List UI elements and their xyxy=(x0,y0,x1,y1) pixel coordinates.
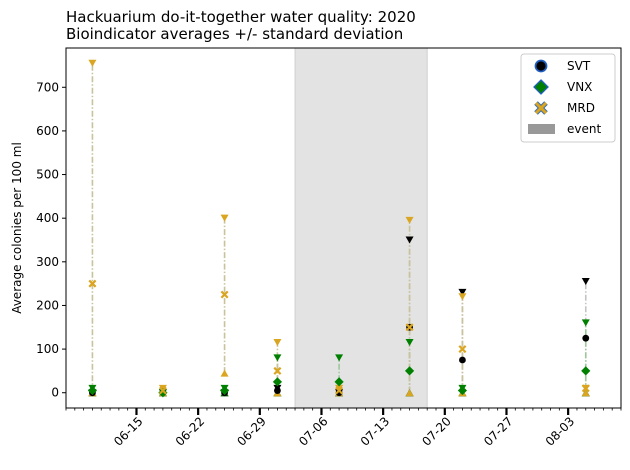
point-vnx-5 xyxy=(404,366,415,376)
point-mrd-4 xyxy=(335,386,344,395)
point-vnx-1 xyxy=(158,388,168,398)
chart-title: Hackuarium do-it-together water quality:… xyxy=(66,8,416,26)
x-tick-label: 07-06 xyxy=(296,414,331,449)
y-tick-label: 400 xyxy=(36,211,59,225)
point-svt-7 xyxy=(582,334,590,342)
y-tick-label: 700 xyxy=(36,80,59,94)
legend-marker-vnx xyxy=(533,79,549,95)
cap-high-vnx-3 xyxy=(273,354,282,362)
legend-item-mrd: MRD xyxy=(534,101,595,115)
point-vnx-2 xyxy=(219,385,230,396)
y-tick-label: 300 xyxy=(36,255,59,269)
point-mrd-5 xyxy=(405,323,414,332)
point-vnx-0 xyxy=(87,385,98,396)
legend-marker-svt xyxy=(534,59,548,73)
x-tick-label: 06-15 xyxy=(111,414,146,449)
point-mrd-2 xyxy=(220,290,229,299)
x-tick-label: 07-20 xyxy=(419,414,454,449)
x-tick-label: 08-03 xyxy=(543,414,578,449)
y-tick-label: 500 xyxy=(36,168,59,182)
point-mrd-1 xyxy=(158,386,167,395)
cap-high-mrd-4 xyxy=(335,384,344,392)
cap-low-mrd-5 xyxy=(405,389,414,397)
plot-frame xyxy=(65,47,622,409)
legend-item-svt: SVT xyxy=(534,59,591,73)
cap-high-vnx-5 xyxy=(405,339,414,347)
chart-subtitle: Bioindicator averages +/- standard devia… xyxy=(66,25,403,43)
point-mrd-3 xyxy=(273,366,282,375)
legend-marker-mrd xyxy=(534,101,548,115)
x-tick-label: 06-29 xyxy=(234,414,269,449)
y-tick-label: 200 xyxy=(36,298,59,312)
cap-high-mrd-6 xyxy=(458,293,467,301)
cap-high-svt-7 xyxy=(581,277,590,285)
x-tick-label: 07-27 xyxy=(481,414,516,449)
cap-low-mrd-2 xyxy=(220,369,229,377)
point-vnx-7 xyxy=(581,366,591,376)
legend-swatch-event xyxy=(528,124,555,134)
point-mrd-0 xyxy=(88,279,97,288)
point-mrd-6 xyxy=(458,345,467,354)
markers-layer xyxy=(87,59,591,398)
point-svt-3 xyxy=(274,387,281,394)
cap-high-svt-5 xyxy=(405,236,414,244)
x-axis: 06-15 06-22 06-29 07-06 07-13 07-20 07-27 08-03 xyxy=(65,408,622,449)
event-band xyxy=(294,47,428,409)
point-vnx-6 xyxy=(457,385,468,396)
legend-label-mrd: MRD xyxy=(567,101,595,115)
legend-frame xyxy=(520,53,616,143)
legend-item-vnx: VNX xyxy=(533,79,592,95)
event-band-layer xyxy=(294,47,428,409)
y-tick-label: 0 xyxy=(51,386,59,400)
point-vnx-4 xyxy=(334,377,344,387)
point-svt-6 xyxy=(459,356,466,364)
y-axis: 0 100 200 300 400 500 600 700 xyxy=(36,80,66,400)
cap-high-vnx-7 xyxy=(581,319,590,327)
legend-label-event: event xyxy=(567,122,601,136)
y-axis-label: Average colonies per 100 ml xyxy=(10,142,24,314)
point-vnx-3 xyxy=(272,377,283,387)
legend-label-vnx: VNX xyxy=(567,80,592,94)
cap-high-mrd-2 xyxy=(220,214,229,222)
x-tick-label: 07-13 xyxy=(358,414,393,449)
cap-high-mrd-3 xyxy=(273,339,282,347)
legend-label-svt: SVT xyxy=(567,59,591,73)
cap-high-mrd-0 xyxy=(88,59,97,67)
cap-low-mrd-7 xyxy=(581,389,590,397)
legend-item-event: event xyxy=(528,122,601,136)
y-tick-label: 100 xyxy=(36,342,59,356)
x-tick-label: 06-22 xyxy=(173,414,208,449)
legend: SVT VNX MRD event xyxy=(520,53,616,143)
cap-high-vnx-4 xyxy=(335,354,344,362)
cap-high-svt-6 xyxy=(458,288,467,296)
cap-high-mrd-5 xyxy=(405,216,414,224)
y-tick-label: 600 xyxy=(36,124,59,138)
point-mrd-7 xyxy=(581,384,590,393)
